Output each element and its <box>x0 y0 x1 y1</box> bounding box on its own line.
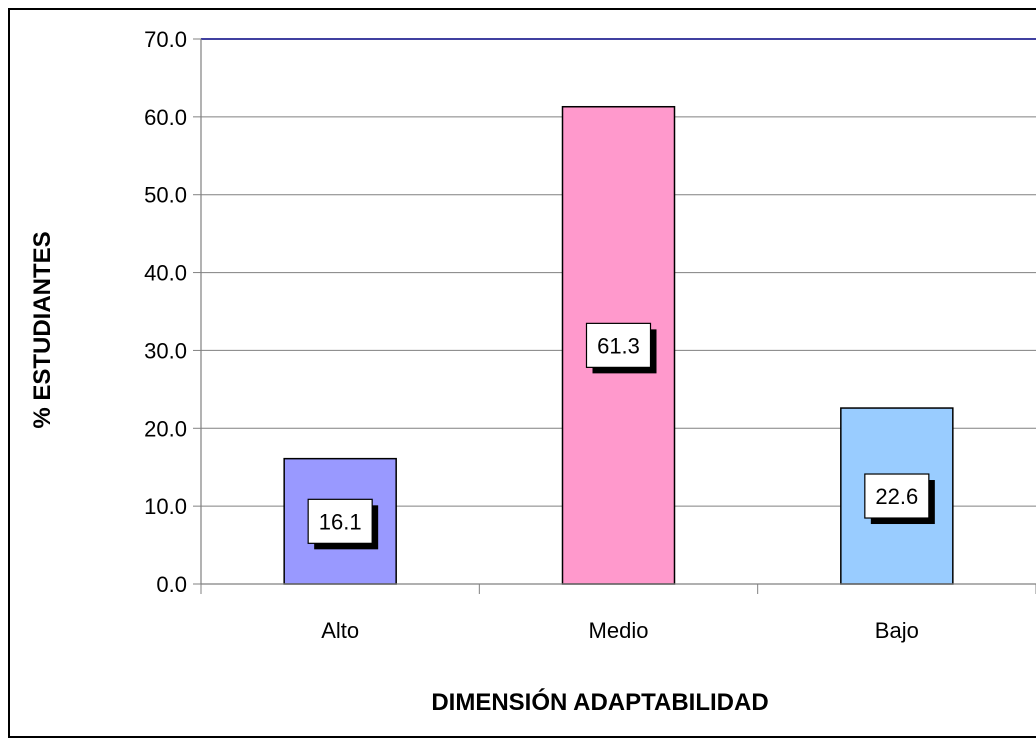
y-axis-title: % ESTUDIANTES <box>29 231 56 428</box>
chart-frame <box>8 8 1036 738</box>
data-label-box <box>585 322 652 368</box>
data-label-box <box>307 498 373 544</box>
x-tick-label: Medio <box>589 618 649 643</box>
data-label: 61.3 <box>585 322 657 374</box>
y-tick-labels: 0.0 10.0 20.0 30.0 40.0 50.0 60.0 70.0 <box>144 27 187 597</box>
y-tick-label: 20.0 <box>144 416 187 441</box>
data-label-box <box>864 473 930 519</box>
data-label: 22.6 <box>864 473 935 525</box>
y-tick-label: 30.0 <box>144 338 187 363</box>
x-tick-labels: Alto Medio Bajo <box>321 618 919 643</box>
data-label-value: 22.6 <box>875 484 918 509</box>
bar-chart: 0.0 10.0 20.0 30.0 40.0 50.0 60.0 70.0 Alto Medi… <box>29 27 1036 716</box>
y-tick-label: 60.0 <box>144 105 187 130</box>
y-tick-label: 40.0 <box>144 261 187 286</box>
y-tick-label: 0.0 <box>156 572 187 597</box>
y-tick-label: 10.0 <box>144 494 187 519</box>
data-label-value: 16.1 <box>319 509 362 534</box>
data-label: 16.1 <box>307 498 379 550</box>
axes <box>193 38 1036 594</box>
data-label-value: 61.3 <box>597 333 640 358</box>
x-tick-label: Bajo <box>875 618 919 643</box>
data-labels: 16.1 61.3 22.6 <box>307 322 935 550</box>
y-tick-label: 50.0 <box>144 183 187 208</box>
y-tick-label: 70.0 <box>144 27 187 52</box>
x-axis-title: DIMENSIÓN ADAPTABILIDAD <box>431 688 768 716</box>
x-tick-label: Alto <box>321 618 359 643</box>
